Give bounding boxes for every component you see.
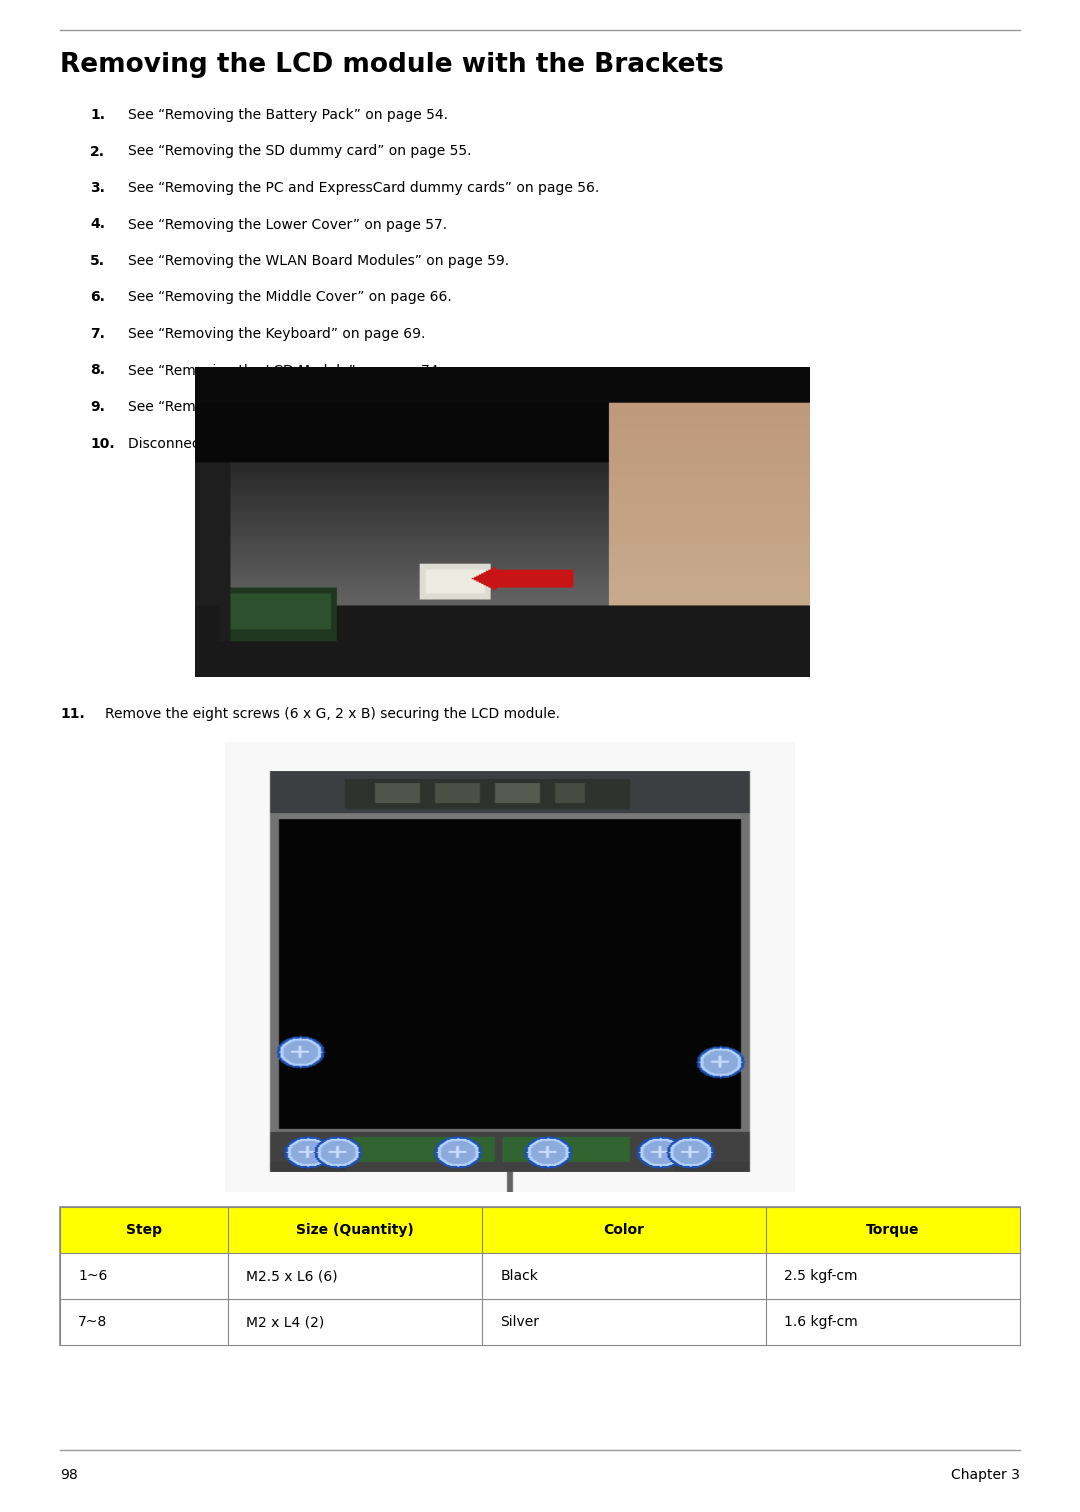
Text: 1.6 kgf-cm: 1.6 kgf-cm — [784, 1315, 858, 1329]
Text: Color: Color — [604, 1223, 645, 1237]
Text: Black: Black — [500, 1269, 538, 1284]
Text: Disconnect the cable from the web camera.: Disconnect the cable from the web camera… — [129, 437, 432, 451]
Text: 7.: 7. — [90, 327, 105, 342]
Text: 9.: 9. — [90, 401, 105, 414]
Text: See “Removing the WLAN Board Modules” on page 59.: See “Removing the WLAN Board Modules” on… — [129, 254, 509, 268]
Text: 2.5 kgf-cm: 2.5 kgf-cm — [784, 1269, 858, 1284]
Text: See “Removing the SD dummy card” on page 55.: See “Removing the SD dummy card” on page… — [129, 145, 472, 159]
Text: See “Removing the Middle Cover” on page 66.: See “Removing the Middle Cover” on page … — [129, 290, 451, 304]
Text: 10.: 10. — [90, 437, 114, 451]
Text: 98: 98 — [60, 1468, 78, 1482]
Text: 6.: 6. — [90, 290, 105, 304]
FancyBboxPatch shape — [60, 1253, 1020, 1299]
Text: Torque: Torque — [866, 1223, 919, 1237]
Text: See “Removing the LCD Module” on page 74.: See “Removing the LCD Module” on page 74… — [129, 363, 443, 378]
Text: M2 x L4 (2): M2 x L4 (2) — [246, 1315, 324, 1329]
Text: 5.: 5. — [90, 254, 105, 268]
Text: Step: Step — [126, 1223, 162, 1237]
FancyBboxPatch shape — [60, 1207, 1020, 1346]
Text: 7~8: 7~8 — [78, 1315, 107, 1329]
Text: See “Removing the Keyboard” on page 69.: See “Removing the Keyboard” on page 69. — [129, 327, 426, 342]
Text: 11.: 11. — [60, 708, 84, 721]
Text: 2.: 2. — [90, 145, 105, 159]
Text: Remove the eight screws (6 x G, 2 x B) securing the LCD module.: Remove the eight screws (6 x G, 2 x B) s… — [105, 708, 561, 721]
FancyBboxPatch shape — [60, 1207, 1020, 1253]
Text: See “Removing the LCD Bezel” on page 92.: See “Removing the LCD Bezel” on page 92. — [129, 401, 430, 414]
Text: See “Removing the Battery Pack” on page 54.: See “Removing the Battery Pack” on page … — [129, 107, 448, 122]
Text: See “Removing the PC and ExpressCard dummy cards” on page 56.: See “Removing the PC and ExpressCard dum… — [129, 181, 599, 195]
Text: Size (Quantity): Size (Quantity) — [296, 1223, 414, 1237]
Text: 8.: 8. — [90, 363, 105, 378]
Text: M2.5 x L6 (6): M2.5 x L6 (6) — [246, 1269, 338, 1284]
FancyBboxPatch shape — [60, 1299, 1020, 1346]
Text: 1.: 1. — [90, 107, 105, 122]
Text: 3.: 3. — [90, 181, 105, 195]
Text: 1~6: 1~6 — [78, 1269, 107, 1284]
Text: 4.: 4. — [90, 218, 105, 231]
Text: Silver: Silver — [500, 1315, 539, 1329]
Text: Chapter 3: Chapter 3 — [951, 1468, 1020, 1482]
Text: See “Removing the Lower Cover” on page 57.: See “Removing the Lower Cover” on page 5… — [129, 218, 447, 231]
Text: Removing the LCD module with the Brackets: Removing the LCD module with the Bracket… — [60, 51, 724, 79]
